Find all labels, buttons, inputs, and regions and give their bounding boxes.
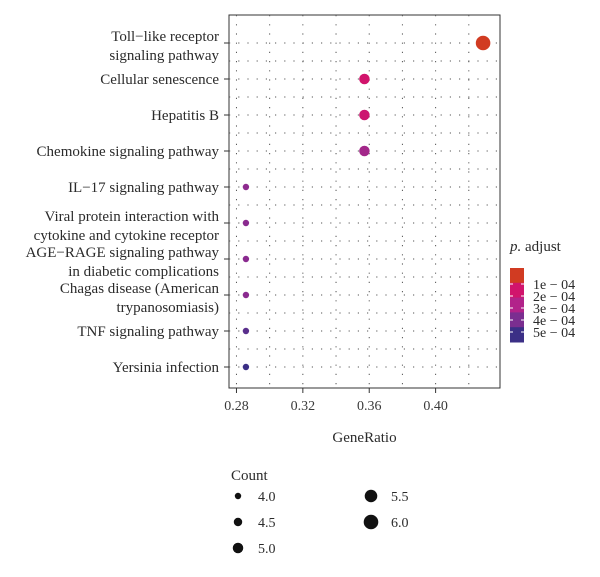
data-point	[242, 255, 250, 263]
category-label: cytokine and cytokine receptor	[34, 228, 219, 244]
size-legend-keys: 4.0 4.5 5.0 5.5 6.0	[232, 489, 409, 557]
x-axis-ticks: 0.28 0.32 0.36 0.40	[224, 388, 448, 414]
data-point	[242, 219, 250, 227]
x-tick-label: 0.36	[357, 399, 382, 414]
category-label: Cellular senescence	[100, 72, 219, 88]
category-label: trypanosomiasis)	[117, 300, 220, 316]
data-point	[359, 145, 370, 157]
size-legend-label: 5.0	[258, 542, 276, 557]
size-legend-key	[364, 489, 378, 503]
size-legend-title: Count	[231, 468, 269, 484]
color-bar-segment	[510, 268, 524, 284]
category-labels: Toll−like receptor signaling pathway Cellu…	[26, 29, 229, 376]
color-legend-title-rest: adjust	[521, 239, 561, 255]
size-legend-label: 6.0	[391, 516, 409, 531]
data-point	[242, 363, 250, 371]
category-label: Toll−like receptor	[111, 29, 219, 45]
color-bar-segment	[510, 312, 524, 328]
color-legend-title-italic: p.	[509, 239, 521, 255]
size-legend-label: 4.0	[258, 490, 276, 505]
data-point	[242, 327, 250, 335]
data-point	[475, 35, 491, 51]
x-tick-label: 0.28	[224, 399, 249, 414]
color-legend-label: 5e − 04	[533, 326, 575, 341]
category-label: TNF signaling pathway	[77, 324, 219, 340]
color-bar-segment	[510, 327, 524, 343]
color-legend-title: p. adjust	[509, 239, 562, 255]
category-label: signaling pathway	[109, 48, 219, 64]
color-legend-label: 1e − 04	[533, 278, 575, 293]
category-label: Yersinia infection	[113, 360, 220, 376]
data-point	[242, 183, 250, 191]
size-legend-key	[233, 517, 243, 527]
size-legend-key	[232, 542, 244, 554]
x-tick-label: 0.40	[423, 399, 448, 414]
x-axis-title: GeneRatio	[332, 430, 396, 446]
x-tick-label: 0.32	[291, 399, 316, 414]
data-point	[359, 73, 370, 85]
category-label: Chemokine signaling pathway	[37, 144, 220, 160]
category-label: AGE−RAGE signaling pathway	[26, 245, 220, 261]
size-legend-key	[363, 514, 379, 530]
category-label: Viral protein interaction with	[45, 209, 220, 225]
color-legend-label: 4e − 04	[533, 314, 575, 329]
data-point	[359, 109, 370, 121]
category-label: Chagas disease (American	[60, 281, 220, 297]
data-point	[242, 291, 250, 299]
data-points	[242, 35, 491, 371]
category-label: in diabetic complications	[68, 264, 219, 280]
color-bar-segment	[510, 297, 524, 313]
color-legend-label: 3e − 04	[533, 302, 575, 317]
color-bar-segment	[510, 282, 524, 299]
color-legend-label: 2e − 04	[533, 290, 575, 305]
category-label: Hepatitis B	[151, 108, 219, 124]
size-legend-label: 4.5	[258, 516, 276, 531]
size-legend-key	[234, 492, 242, 500]
size-legend-label: 5.5	[391, 490, 409, 505]
category-label: IL−17 signaling pathway	[68, 180, 219, 196]
size-legend: Count 4.0 4.5 5.0 5.5 6.0	[231, 468, 409, 557]
